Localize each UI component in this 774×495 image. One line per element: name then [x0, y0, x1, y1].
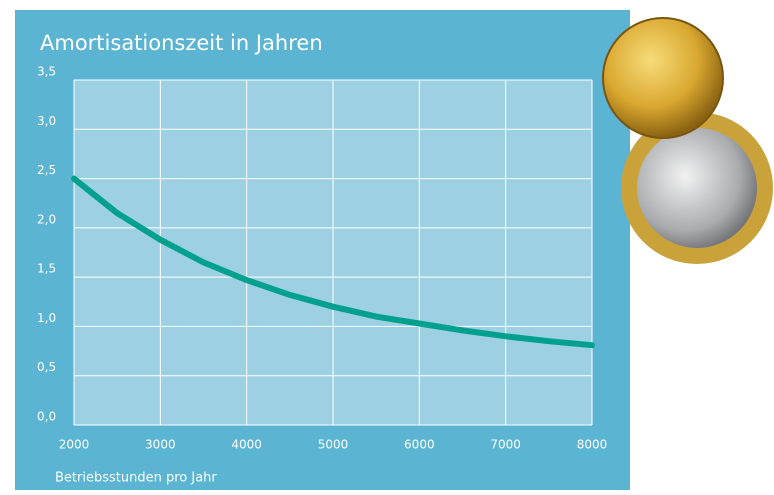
coin — [637, 128, 757, 248]
x-axis-label: Betriebsstunden pro Jahr — [55, 471, 217, 486]
x-tick-label: 8000 — [577, 438, 608, 452]
x-tick-label: 6000 — [404, 438, 435, 452]
y-tick-label: 1,0 — [37, 311, 56, 325]
y-tick-label: 1,5 — [37, 262, 56, 276]
y-tick-label: 0,0 — [37, 410, 56, 424]
y-tick-label: 0,5 — [37, 360, 56, 374]
chart-title: Amortisationszeit in Jahren — [40, 31, 323, 55]
chart: Amortisationszeit in Jahren Betriebsstun… — [0, 0, 774, 495]
y-tick-label: 3,5 — [37, 65, 56, 79]
y-tick-label: 2,5 — [37, 163, 56, 177]
coin — [603, 18, 723, 138]
x-tick-label: 2000 — [59, 438, 90, 452]
x-tick-label: 5000 — [318, 438, 349, 452]
page: {"chart_data": {"type": "line", "title":… — [0, 0, 774, 495]
x-tick-label: 3000 — [145, 438, 176, 452]
y-tick-label: 2,0 — [37, 212, 56, 226]
x-tick-label: 4000 — [231, 438, 262, 452]
y-tick-label: 3,0 — [37, 114, 56, 128]
x-tick-label: 7000 — [490, 438, 521, 452]
